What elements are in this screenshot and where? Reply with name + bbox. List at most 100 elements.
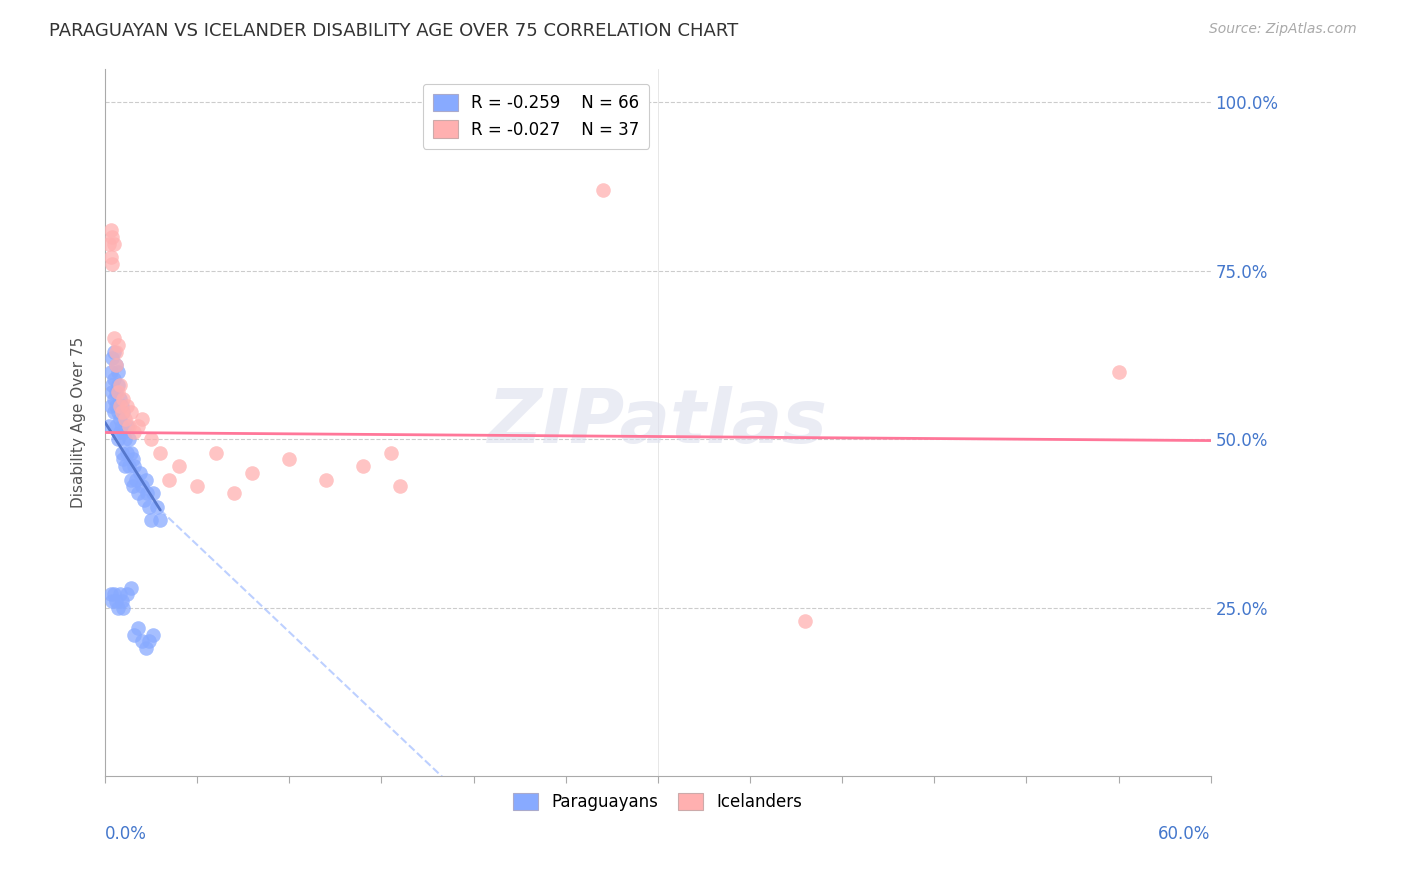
- Point: [142, 628, 165, 642]
- Point: [115, 446, 138, 460]
- Point: [138, 500, 160, 514]
- Point: [107, 365, 129, 379]
- Point: [124, 459, 146, 474]
- Point: [278, 452, 301, 467]
- Point: [1108, 365, 1130, 379]
- Point: [388, 479, 411, 493]
- Point: [149, 446, 172, 460]
- Text: 0.0%: 0.0%: [105, 825, 146, 843]
- Point: [112, 452, 135, 467]
- Point: [103, 405, 125, 419]
- Point: [118, 418, 141, 433]
- Point: [105, 418, 128, 433]
- Point: [127, 486, 149, 500]
- Point: [186, 479, 208, 493]
- Text: Source: ZipAtlas.com: Source: ZipAtlas.com: [1209, 22, 1357, 37]
- Text: 60.0%: 60.0%: [1159, 825, 1211, 843]
- Point: [131, 634, 153, 648]
- Point: [110, 418, 132, 433]
- Point: [103, 236, 125, 251]
- Point: [114, 432, 136, 446]
- Point: [127, 621, 149, 635]
- Point: [105, 344, 128, 359]
- Point: [105, 385, 128, 400]
- Point: [101, 378, 124, 392]
- Point: [124, 628, 146, 642]
- Point: [105, 399, 128, 413]
- Point: [108, 425, 131, 440]
- Text: PARAGUAYAN VS ICELANDER DISABILITY AGE OVER 75 CORRELATION CHART: PARAGUAYAN VS ICELANDER DISABILITY AGE O…: [49, 22, 738, 40]
- Point: [139, 432, 162, 446]
- Point: [115, 399, 138, 413]
- Point: [103, 371, 125, 385]
- Point: [112, 392, 135, 406]
- Point: [149, 513, 172, 527]
- Point: [103, 392, 125, 406]
- Point: [107, 338, 129, 352]
- Point: [108, 412, 131, 426]
- Legend: Paraguayans, Icelanders: Paraguayans, Icelanders: [506, 786, 810, 817]
- Y-axis label: Disability Age Over 75: Disability Age Over 75: [72, 337, 86, 508]
- Point: [107, 378, 129, 392]
- Point: [107, 385, 129, 400]
- Point: [118, 459, 141, 474]
- Point: [105, 358, 128, 372]
- Point: [142, 486, 165, 500]
- Point: [352, 459, 374, 474]
- Point: [108, 399, 131, 413]
- Point: [110, 446, 132, 460]
- Point: [167, 459, 190, 474]
- Point: [112, 405, 135, 419]
- Point: [204, 446, 226, 460]
- Point: [125, 473, 148, 487]
- Point: [108, 587, 131, 601]
- Point: [138, 634, 160, 648]
- Point: [101, 385, 124, 400]
- Point: [592, 183, 614, 197]
- Point: [794, 614, 817, 628]
- Point: [121, 479, 143, 493]
- Point: [135, 641, 157, 656]
- Point: [101, 230, 124, 244]
- Point: [120, 405, 142, 419]
- Point: [135, 473, 157, 487]
- Point: [115, 418, 138, 433]
- Point: [131, 412, 153, 426]
- Point: [105, 358, 128, 372]
- Point: [124, 425, 146, 440]
- Point: [100, 365, 122, 379]
- Point: [97, 236, 120, 251]
- Point: [120, 446, 142, 460]
- Point: [103, 587, 125, 601]
- Text: ZIPatlas: ZIPatlas: [488, 386, 828, 458]
- Point: [100, 399, 122, 413]
- Point: [100, 250, 122, 264]
- Point: [105, 594, 128, 608]
- Point: [118, 432, 141, 446]
- Point: [136, 486, 159, 500]
- Point: [110, 405, 132, 419]
- Point: [131, 479, 153, 493]
- Point: [242, 466, 264, 480]
- Point: [101, 594, 124, 608]
- Point: [108, 392, 131, 406]
- Point: [132, 492, 155, 507]
- Point: [100, 587, 122, 601]
- Point: [222, 486, 245, 500]
- Point: [110, 594, 132, 608]
- Point: [380, 446, 402, 460]
- Point: [108, 378, 131, 392]
- Point: [107, 405, 129, 419]
- Point: [129, 466, 152, 480]
- Point: [114, 459, 136, 474]
- Point: [110, 399, 132, 413]
- Point: [103, 331, 125, 345]
- Point: [145, 500, 167, 514]
- Point: [107, 432, 129, 446]
- Point: [127, 418, 149, 433]
- Point: [115, 587, 138, 601]
- Point: [101, 351, 124, 366]
- Point: [120, 581, 142, 595]
- Point: [120, 473, 142, 487]
- Point: [97, 418, 120, 433]
